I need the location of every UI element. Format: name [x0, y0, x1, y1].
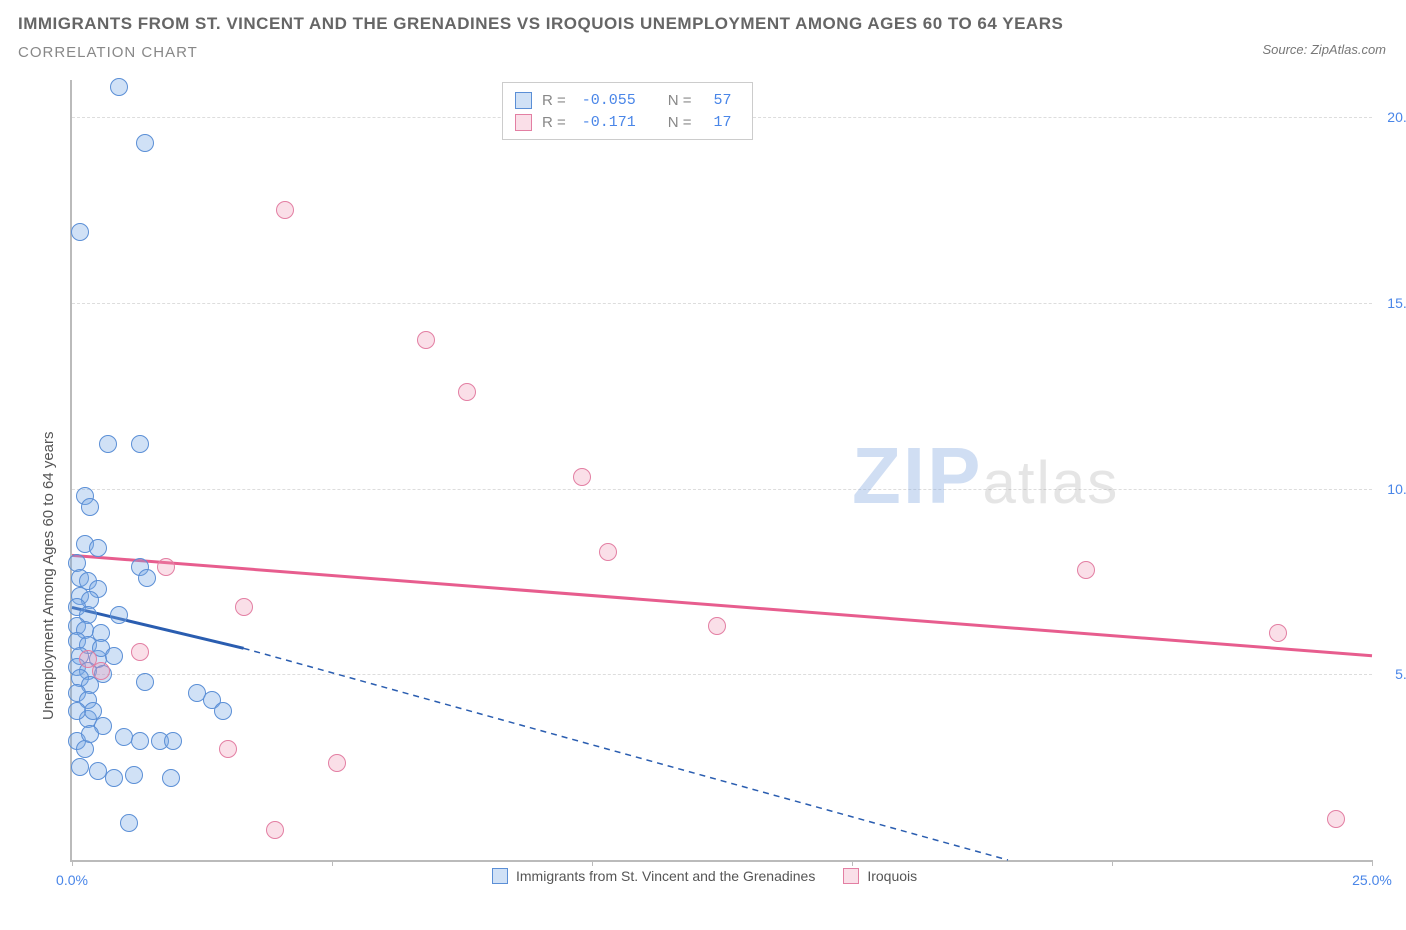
- series-legend-item: Iroquois: [843, 868, 917, 884]
- data-point: [84, 702, 102, 720]
- data-point: [68, 702, 86, 720]
- y-tick-label: 20.0%: [1387, 109, 1406, 125]
- watermark: ZIPatlas: [852, 430, 1119, 522]
- data-point: [136, 673, 154, 691]
- data-point: [266, 821, 284, 839]
- data-point: [125, 766, 143, 784]
- data-point: [89, 539, 107, 557]
- x-tick-mark: [1372, 860, 1373, 866]
- n-label: N =: [668, 92, 692, 109]
- x-tick-mark: [852, 860, 853, 866]
- legend-swatch: [843, 868, 859, 884]
- legend-swatch: [515, 114, 532, 131]
- trend-lines: [72, 80, 1372, 860]
- data-point: [71, 758, 89, 776]
- data-point: [120, 814, 138, 832]
- chart-subtitle: CORRELATION CHART: [18, 44, 198, 61]
- series-name: Iroquois: [867, 868, 917, 884]
- data-point: [162, 769, 180, 787]
- x-tick-label: 25.0%: [1352, 872, 1392, 888]
- data-point: [81, 498, 99, 516]
- data-point: [92, 662, 110, 680]
- series-legend-item: Immigrants from St. Vincent and the Gren…: [492, 868, 815, 884]
- data-point: [131, 732, 149, 750]
- data-point: [110, 606, 128, 624]
- n-label: N =: [668, 114, 692, 131]
- series-name: Immigrants from St. Vincent and the Gren…: [516, 868, 815, 884]
- y-tick-label: 5.0%: [1395, 666, 1406, 682]
- data-point: [1269, 624, 1287, 642]
- x-tick-mark: [592, 860, 593, 866]
- data-point: [235, 598, 253, 616]
- data-point: [1077, 561, 1095, 579]
- r-value: -0.171: [576, 114, 636, 131]
- data-point: [164, 732, 182, 750]
- data-point: [131, 435, 149, 453]
- r-label: R =: [542, 92, 566, 109]
- data-point: [131, 643, 149, 661]
- gridline: [72, 674, 1372, 675]
- data-point: [81, 725, 99, 743]
- data-point: [110, 78, 128, 96]
- y-axis-label: Unemployment Among Ages 60 to 64 years: [40, 431, 57, 720]
- x-tick-mark: [332, 860, 333, 866]
- x-tick-mark: [1112, 860, 1113, 866]
- y-tick-label: 10.0%: [1387, 481, 1406, 497]
- data-point: [99, 435, 117, 453]
- source-attribution: Source: ZipAtlas.com: [1262, 42, 1386, 57]
- x-tick-mark: [72, 860, 73, 866]
- data-point: [89, 762, 107, 780]
- data-point: [214, 702, 232, 720]
- data-point: [105, 769, 123, 787]
- plot-area: 5.0%10.0%15.0%20.0%0.0%25.0%ZIPatlasR =-…: [70, 80, 1372, 862]
- data-point: [136, 134, 154, 152]
- legend-swatch: [492, 868, 508, 884]
- data-point: [599, 543, 617, 561]
- x-tick-label: 0.0%: [56, 872, 88, 888]
- correlation-legend-row: R = -0.171 N = 17: [515, 111, 732, 133]
- correlation-legend: R = -0.055 N = 57 R = -0.171 N = 17: [502, 82, 753, 140]
- series-legend: Immigrants from St. Vincent and the Gren…: [492, 868, 917, 884]
- correlation-legend-row: R = -0.055 N = 57: [515, 89, 732, 111]
- r-value: -0.055: [576, 92, 636, 109]
- data-point: [1327, 810, 1345, 828]
- data-point: [138, 569, 156, 587]
- data-point: [276, 201, 294, 219]
- data-point: [458, 383, 476, 401]
- data-point: [105, 647, 123, 665]
- gridline: [72, 489, 1372, 490]
- data-point: [573, 468, 591, 486]
- chart-title: IMMIGRANTS FROM ST. VINCENT AND THE GREN…: [18, 14, 1063, 34]
- legend-swatch: [515, 92, 532, 109]
- data-point: [157, 558, 175, 576]
- data-point: [417, 331, 435, 349]
- r-label: R =: [542, 114, 566, 131]
- data-point: [708, 617, 726, 635]
- gridline: [72, 303, 1372, 304]
- n-value: 57: [702, 92, 732, 109]
- n-value: 17: [702, 114, 732, 131]
- data-point: [328, 754, 346, 772]
- data-point: [71, 223, 89, 241]
- y-tick-label: 15.0%: [1387, 295, 1406, 311]
- data-point: [219, 740, 237, 758]
